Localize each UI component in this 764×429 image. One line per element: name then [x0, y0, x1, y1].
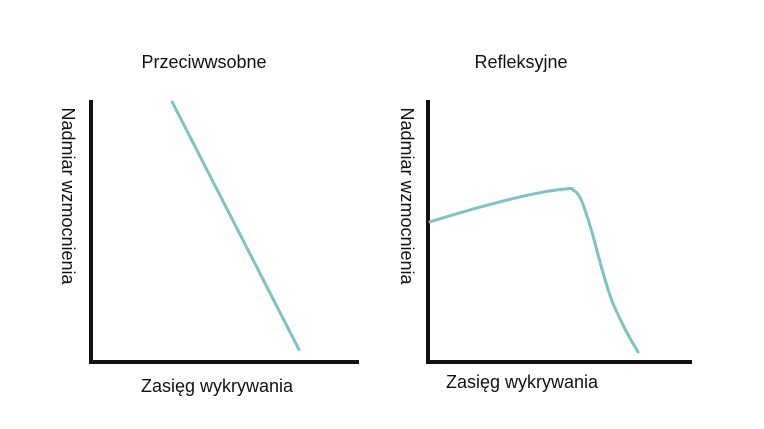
x-axis-label-left: Zasięg wykrywania [141, 376, 294, 396]
y-axis-label-left: Nadmiar wzmocnienia [58, 107, 78, 285]
series-group-right [428, 186, 640, 354]
series-line-right-0 [428, 186, 640, 354]
series-line-left-0 [170, 100, 301, 351]
chart-title-left: Przeciwwsobne [141, 52, 266, 72]
x-axis-label-right: Zasięg wykrywania [446, 372, 599, 392]
chart-right: Refleksyjne Nadmiar wzmocnienia Zasięg w… [397, 52, 692, 392]
series-group-left [170, 100, 301, 351]
y-axis-label-right: Nadmiar wzmocnienia [397, 107, 417, 285]
chart-title-right: Refleksyjne [474, 52, 567, 72]
chart-left: Przeciwwsobne Nadmiar wzmocnienia Zasięg… [58, 52, 359, 396]
